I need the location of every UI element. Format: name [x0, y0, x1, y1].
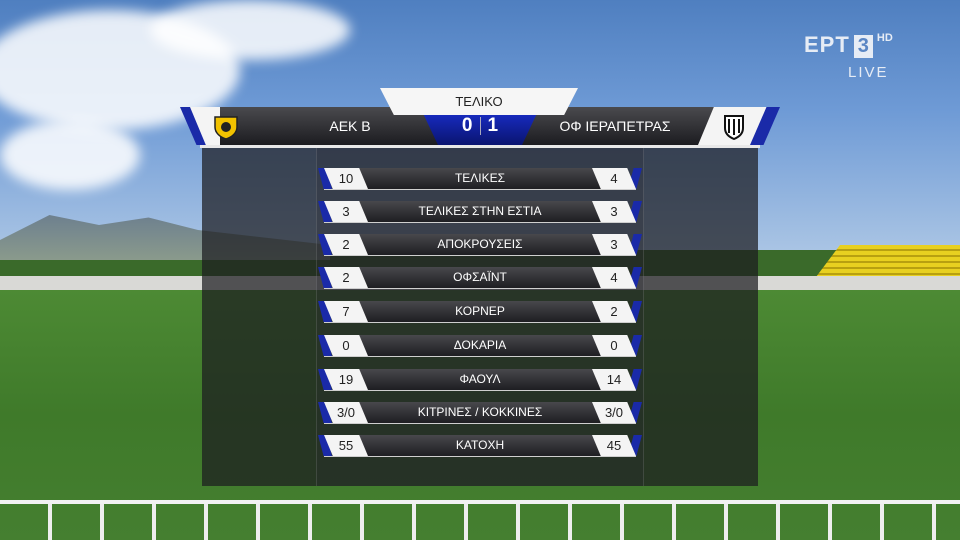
stat-bar — [348, 369, 612, 390]
stat-bar — [348, 402, 612, 423]
stat-row: 3/0 ΚΙΤΡΙΝΕΣ / ΚΟΚΚΙΝΕΣ 3/0 — [318, 402, 642, 424]
stat-label: ΚΟΡΝΕΡ — [455, 304, 505, 318]
away-team-crest-icon — [724, 115, 744, 140]
stat-row: 55 ΚΑΤΟΧΗ 45 — [318, 435, 642, 457]
railing — [0, 500, 960, 540]
stat-bar — [348, 335, 612, 356]
row-underline — [324, 456, 636, 457]
stat-label: ΔΟΚΑΡΙΑ — [453, 338, 507, 352]
home-stat-value: 10 — [324, 168, 368, 189]
row-underline — [324, 356, 636, 357]
away-stat-value: 3/0 — [592, 402, 636, 423]
stat-row: 3 ΤΕΛΙΚΕΣ ΣΤΗΝ ΕΣΤΙΑ 3 — [318, 201, 642, 223]
row-underline — [324, 288, 636, 289]
home-stat-value: 3/0 — [324, 402, 368, 423]
home-stat-value: 2 — [324, 267, 368, 288]
home-score: 0 — [461, 115, 473, 136]
home-team-crest-icon — [214, 116, 238, 140]
stat-row: 2 ΟΦΣΑΪΝΤ 4 — [318, 267, 642, 289]
stat-label: ΚΑΤΟΧΗ — [455, 438, 505, 452]
home-stat-value: 3 — [324, 201, 368, 222]
row-underline — [324, 189, 636, 190]
stat-row: 10 ΤΕΛΙΚΕΣ 4 — [318, 168, 642, 190]
away-stat-value: 2 — [592, 301, 636, 322]
stat-bar — [348, 201, 612, 222]
away-stat-value: 4 — [592, 267, 636, 288]
stat-bar — [348, 435, 612, 456]
match-status: ΤΕΛΙΚΟ — [380, 88, 578, 115]
score-divider — [479, 116, 481, 135]
stat-bar — [348, 168, 612, 189]
broadcaster-name: ΕΡΤ — [804, 32, 850, 57]
away-stat-value: 3 — [592, 201, 636, 222]
away-stat-value: 45 — [592, 435, 636, 456]
row-underline — [324, 423, 636, 424]
row-underline — [324, 322, 636, 323]
home-stat-value: 19 — [324, 369, 368, 390]
stat-label: ΑΠΟΚΡΟΥΣΕΙΣ — [437, 237, 523, 251]
row-underline — [324, 390, 636, 391]
stat-row: 7 ΚΟΡΝΕΡ 2 — [318, 301, 642, 323]
cloud — [0, 120, 140, 190]
away-stat-value: 4 — [592, 168, 636, 189]
stat-bar — [348, 234, 612, 255]
stat-label: ΤΕΛΙΚΕΣ — [454, 171, 506, 185]
stat-label: ΤΕΛΙΚΕΣ ΣΤΗΝ ΕΣΤΙΑ — [418, 204, 542, 218]
home-stat-value: 2 — [324, 234, 368, 255]
stat-bar — [348, 267, 612, 288]
stat-row: 2 ΑΠΟΚΡΟΥΣΕΙΣ 3 — [318, 234, 642, 256]
row-underline — [324, 255, 636, 256]
row-underline — [324, 222, 636, 223]
home-stat-value: 55 — [324, 435, 368, 456]
stat-bar — [348, 301, 612, 322]
channel-number: 3 — [853, 35, 873, 58]
away-stat-value: 3 — [592, 234, 636, 255]
away-stat-value: 14 — [592, 369, 636, 390]
away-stat-value: 0 — [592, 335, 636, 356]
live-indicator: LIVE — [848, 64, 889, 81]
broadcaster-logo: ΕΡΤ 3 HD LIVE — [804, 32, 893, 81]
home-stat-value: 7 — [324, 301, 368, 322]
away-score: 1 — [487, 115, 499, 136]
away-team-name: ΟΦ ΙΕΡΑΠΕΤΡΑΣ — [559, 118, 671, 134]
home-stat-value: 0 — [324, 335, 368, 356]
cloud — [150, 0, 350, 60]
divider — [200, 145, 760, 148]
stat-label: ΦΑΟΥΛ — [459, 372, 501, 386]
stat-row: 0 ΔΟΚΑΡΙΑ 0 — [318, 335, 642, 357]
stat-label: ΚΙΤΡΙΝΕΣ / ΚΟΚΚΙΝΕΣ — [417, 405, 543, 419]
stat-label: ΟΦΣΑΪΝΤ — [453, 270, 507, 284]
quality-badge: HD — [876, 32, 893, 44]
stat-row: 19 ΦΑΟΥΛ 14 — [318, 369, 642, 391]
home-team-name: ΑΕΚ Β — [329, 118, 371, 134]
